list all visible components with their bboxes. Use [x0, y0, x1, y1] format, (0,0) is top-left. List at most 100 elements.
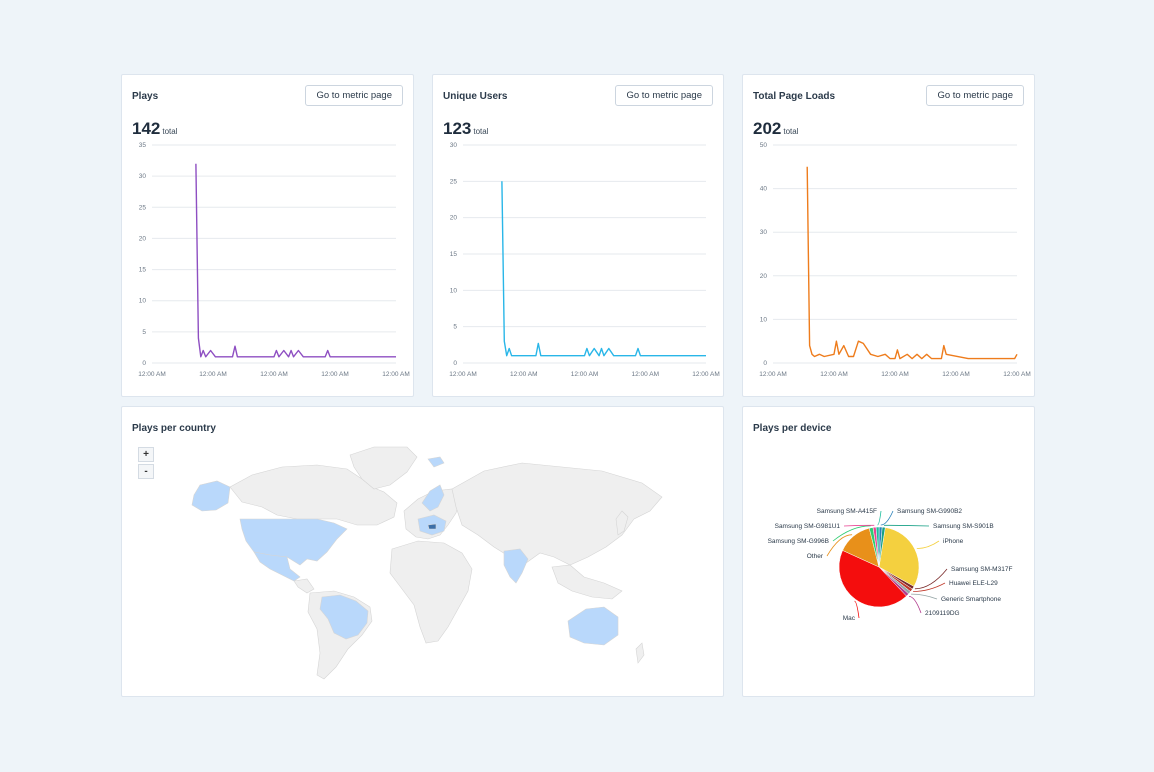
go-to-metric-page-button[interactable]: Go to metric page — [615, 85, 713, 106]
plays-card: Plays Go to metric page 142 total 0 5 10 15 2… — [121, 74, 414, 397]
plays-per-country-card: Plays per country + - — [121, 406, 724, 697]
map-land-central-america[interactable] — [293, 578, 315, 594]
map-land-greenland[interactable] — [349, 446, 418, 490]
x-tick-label: 12:00 AM — [449, 371, 476, 378]
map-land-africa[interactable] — [389, 540, 473, 644]
y-tick-label: 40 — [760, 186, 768, 193]
card-title: Plays — [132, 91, 159, 102]
map-land-new-zealand[interactable] — [635, 642, 645, 664]
x-tick-label: 12:00 AM — [942, 371, 969, 378]
card-title: Plays per country — [132, 423, 216, 434]
go-to-metric-page-button[interactable]: Go to metric page — [926, 85, 1024, 106]
zoom-out-button[interactable]: - — [138, 464, 154, 479]
total-label: total — [783, 127, 799, 136]
total-label: total — [473, 127, 489, 136]
total-label: total — [162, 127, 178, 136]
pie-slice[interactable] — [878, 527, 920, 587]
x-tick-label: 12:00 AM — [199, 371, 226, 378]
pie-label: Samsung SM-S901B — [933, 523, 994, 530]
map-land-japan[interactable] — [615, 510, 629, 536]
series-line[interactable] — [195, 163, 396, 358]
map-country-scandinavia[interactable] — [421, 484, 445, 512]
x-tick-label: 12:00 AM — [510, 371, 537, 378]
plays-per-device-card: Plays per device iPhone Samsung SM-M317F H… — [742, 406, 1035, 697]
y-tick-label: 15 — [139, 267, 147, 274]
series-line[interactable] — [501, 181, 706, 357]
x-tick-label: 12:00 AM — [260, 371, 287, 378]
go-to-metric-page-button[interactable]: Go to metric page — [305, 85, 403, 106]
page-loads-line-chart: 0 10 20 30 40 50 12:00 AM 12:00 AM 12:00 AM 12:00… — [759, 142, 1030, 378]
x-tick-label: 12:00 AM — [321, 371, 348, 378]
pie-leader-line — [911, 593, 938, 600]
world-map[interactable] — [122, 407, 722, 687]
map-country-australia[interactable] — [567, 606, 619, 646]
y-tick-label: 30 — [760, 229, 768, 236]
pie-label: Huawei ELE-L29 — [949, 580, 998, 587]
y-tick-label: 15 — [450, 251, 458, 258]
pie-leader-line — [880, 510, 894, 526]
pie-leader-line — [913, 582, 946, 592]
y-tick-label: 50 — [760, 142, 768, 149]
y-tick-label: 20 — [139, 235, 147, 242]
plays-line-chart: 0 5 10 15 20 25 30 35 12:00 AM 12:00 AM 12:00 AM 12… — [138, 142, 409, 378]
x-tick-label: 12:00 AM — [1003, 371, 1030, 378]
card-title: Plays per device — [753, 423, 832, 434]
map-country-alaska[interactable] — [191, 480, 231, 512]
y-tick-label: 0 — [763, 360, 767, 367]
y-tick-label: 5 — [453, 324, 457, 331]
y-tick-label: 0 — [453, 360, 457, 367]
pie-slice[interactable] — [838, 550, 907, 608]
x-tick-label: 12:00 AM — [692, 371, 719, 378]
map-country-india[interactable] — [503, 548, 529, 584]
map-land-asia[interactable] — [451, 462, 663, 566]
total-number: 142 — [132, 119, 161, 138]
pie-leader-line — [877, 510, 882, 526]
x-tick-label: 12:00 AM — [759, 371, 786, 378]
pie-label: Samsung SM-G981U1 — [775, 523, 841, 530]
total-value: 123 total — [443, 119, 489, 139]
pie-leader-line — [843, 524, 875, 527]
map-land-canada[interactable] — [229, 464, 398, 526]
pie-label: iPhone — [943, 538, 964, 545]
series-line[interactable] — [806, 166, 1018, 360]
x-tick-label: 12:00 AM — [881, 371, 908, 378]
pie-slice[interactable] — [878, 526, 886, 568]
pie-label: Other — [807, 553, 824, 560]
total-value: 142 total — [132, 119, 178, 139]
pie-label: Samsung SM-G996B — [768, 538, 829, 545]
map-country-mexico[interactable] — [253, 551, 301, 582]
pie-label: Mac — [843, 615, 856, 622]
y-tick-label: 30 — [450, 142, 458, 149]
y-tick-label: 20 — [450, 215, 458, 222]
pie-leader-line — [883, 524, 930, 527]
pie-label: 2109119DG — [925, 610, 960, 617]
y-tick-label: 0 — [142, 360, 146, 367]
pie-leader-line — [826, 534, 853, 557]
pie-label: Samsung SM-M317F — [951, 566, 1012, 573]
pie-leader-line — [916, 540, 940, 550]
y-tick-label: 25 — [450, 178, 458, 185]
zoom-in-button[interactable]: + — [138, 447, 154, 462]
map-land-iceland[interactable] — [427, 456, 445, 468]
total-number: 202 — [753, 119, 782, 138]
plays-per-device-pie-chart: iPhone Samsung SM-M317F Huawei ELE-L29 Gene… — [768, 508, 1013, 622]
total-page-loads-card: Total Page Loads Go to metric page 202 to… — [742, 74, 1035, 397]
pie-leader-line — [908, 596, 922, 614]
y-tick-label: 25 — [139, 204, 147, 211]
pie-label: Samsung SM-A415F — [817, 508, 877, 515]
pie-label: Generic Smartphone — [941, 596, 1001, 603]
x-tick-label: 12:00 AM — [138, 371, 165, 378]
map-land-southeast-asia[interactable] — [551, 564, 623, 600]
y-tick-label: 10 — [450, 287, 458, 294]
map-country-usa[interactable] — [239, 518, 348, 566]
map-country-hungary[interactable] — [427, 523, 437, 530]
unique-users-card: Unique Users Go to metric page 123 total … — [432, 74, 724, 397]
card-title: Unique Users — [443, 91, 508, 102]
x-tick-label: 12:00 AM — [382, 371, 409, 378]
pie-leader-line — [914, 568, 948, 590]
map-country-brazil[interactable] — [319, 594, 369, 640]
x-tick-label: 12:00 AM — [632, 371, 659, 378]
pie-leader-line — [854, 600, 860, 619]
y-tick-label: 10 — [139, 298, 147, 305]
